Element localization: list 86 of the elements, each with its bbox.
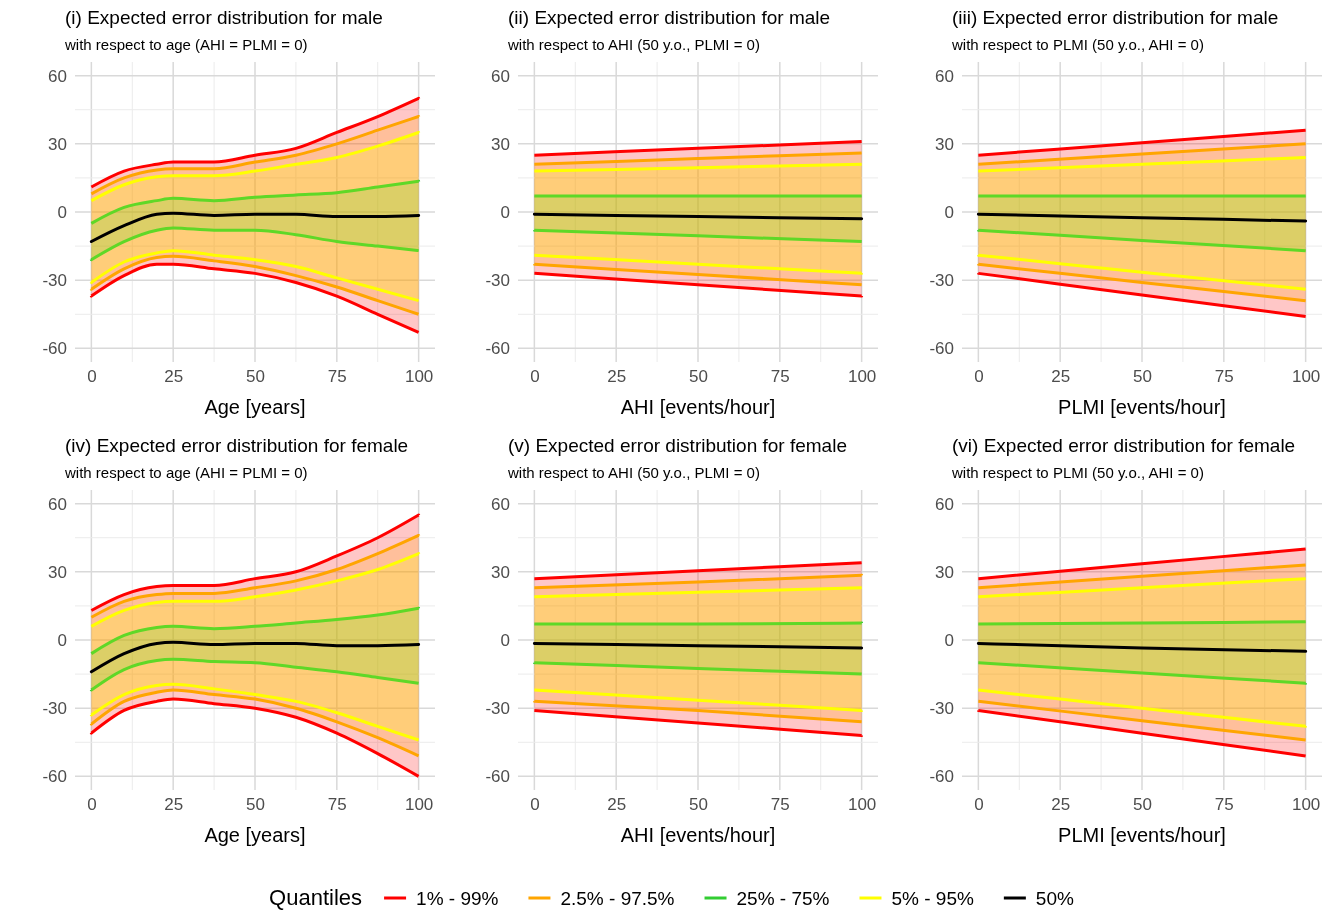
x-tick-label: 50 <box>689 367 708 387</box>
x-tick-label: 75 <box>770 367 790 387</box>
x-tick-label: 100 <box>1291 795 1321 815</box>
x-tick-label: 50 <box>1133 795 1152 815</box>
y-tick-label: 30 <box>48 562 67 582</box>
legend-label: 25% - 75% <box>736 888 830 909</box>
y-tick-label: 0 <box>500 630 510 650</box>
x-tick-label: 50 <box>246 367 265 387</box>
y-tick-label: -30 <box>485 699 510 719</box>
x-tick-label: 100 <box>1291 367 1321 387</box>
x-tick-label: 0 <box>87 367 97 387</box>
x-tick-label: 75 <box>770 795 790 815</box>
y-tick-label: -60 <box>485 767 510 787</box>
y-tick-label: -60 <box>42 339 67 359</box>
x-tick-label: 0 <box>87 795 97 815</box>
y-tick-label: -60 <box>42 767 67 787</box>
x-axis-title: Age [years] <box>204 396 306 418</box>
y-tick-label: 0 <box>944 202 954 222</box>
chart-title: (ii) Expected error distribution for male <box>508 7 831 28</box>
x-tick-label: 25 <box>607 795 627 815</box>
y-tick-label: 60 <box>935 494 954 514</box>
legend-label: 50% <box>1035 888 1074 909</box>
chart-title: (v) Expected error distribution for female <box>508 435 847 456</box>
chart-subtitle: with respect to AHI (50 y.o., PLMI = 0) <box>507 36 760 53</box>
x-tick-label: 25 <box>164 795 184 815</box>
y-tick-label: 60 <box>491 494 510 514</box>
chart-subtitle: with respect to age (AHI = PLMI = 0) <box>64 36 308 53</box>
y-tick-label: -30 <box>929 271 954 291</box>
x-axis-title: AHI [events/hour] <box>620 396 776 418</box>
y-tick-label: 60 <box>935 66 954 86</box>
chart-title: (vi) Expected error distribution for female <box>952 435 1296 456</box>
x-tick-label: 75 <box>327 795 347 815</box>
x-tick-label: 0 <box>530 795 540 815</box>
x-tick-label: 0 <box>974 367 984 387</box>
chart-subtitle: with respect to AHI (50 y.o., PLMI = 0) <box>507 464 760 481</box>
chart-title: (iii) Expected error distribution for male <box>952 7 1279 28</box>
x-tick-label: 0 <box>530 367 540 387</box>
legend-label: 2.5% - 97.5% <box>560 888 675 909</box>
chart-title: (i) Expected error distribution for male <box>65 7 383 28</box>
x-tick-label: 100 <box>404 367 434 387</box>
y-tick-label: 60 <box>491 66 510 86</box>
line-series <box>89 640 421 674</box>
y-tick-label: 0 <box>944 630 954 650</box>
y-tick-label: 30 <box>935 134 954 154</box>
legend-title: Quantiles <box>269 885 363 910</box>
y-tick-label: 60 <box>48 494 67 514</box>
legend-label: 5% - 95% <box>891 888 974 909</box>
y-tick-label: -60 <box>929 339 954 359</box>
x-tick-label: 75 <box>327 367 347 387</box>
chart-subtitle: with respect to PLMI (50 y.o., AHI = 0) <box>951 36 1204 53</box>
x-tick-label: 100 <box>847 367 877 387</box>
legend-label: 1% - 99% <box>416 888 499 909</box>
y-tick-label: 0 <box>500 202 510 222</box>
x-axis-title: PLMI [events/hour] <box>1058 824 1226 846</box>
chart-subtitle: with respect to age (AHI = PLMI = 0) <box>64 464 308 481</box>
x-tick-label: 25 <box>1051 367 1071 387</box>
x-axis-title: PLMI [events/hour] <box>1058 396 1226 418</box>
y-tick-label: 30 <box>491 562 510 582</box>
x-axis-title: AHI [events/hour] <box>620 824 776 846</box>
x-tick-label: 75 <box>1214 795 1234 815</box>
x-tick-label: 75 <box>1214 367 1234 387</box>
y-tick-label: 60 <box>48 66 67 86</box>
x-tick-label: 50 <box>689 795 708 815</box>
x-tick-label: 100 <box>404 795 434 815</box>
chart-title: (iv) Expected error distribution for female <box>65 435 409 456</box>
x-tick-label: 25 <box>1051 795 1071 815</box>
y-tick-label: -60 <box>929 767 954 787</box>
x-tick-label: 100 <box>847 795 877 815</box>
x-tick-label: 0 <box>974 795 984 815</box>
y-tick-label: -30 <box>485 271 510 291</box>
y-tick-label: -30 <box>929 699 954 719</box>
y-tick-label: 30 <box>48 134 67 154</box>
x-tick-label: 50 <box>1133 367 1152 387</box>
y-tick-label: -30 <box>42 271 67 291</box>
y-tick-label: -30 <box>42 699 67 719</box>
x-tick-label: 25 <box>607 367 627 387</box>
y-tick-label: 30 <box>935 562 954 582</box>
y-tick-label: 0 <box>57 630 67 650</box>
y-tick-label: -60 <box>485 339 510 359</box>
x-tick-label: 25 <box>164 367 184 387</box>
y-tick-label: 0 <box>57 202 67 222</box>
y-tick-label: 30 <box>491 134 510 154</box>
x-tick-label: 50 <box>246 795 265 815</box>
x-axis-title: Age [years] <box>204 824 306 846</box>
chart-subtitle: with respect to PLMI (50 y.o., AHI = 0) <box>951 464 1204 481</box>
line-series <box>89 211 421 244</box>
